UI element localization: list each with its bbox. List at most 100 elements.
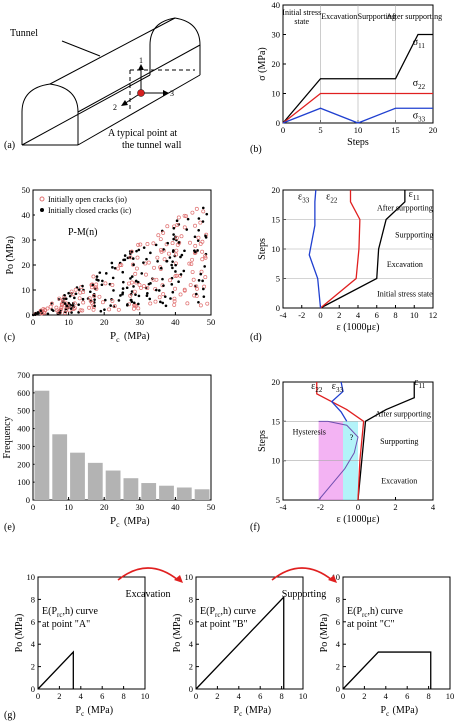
scatter-point-ic [136, 280, 140, 284]
scatter-point-ic [172, 226, 176, 230]
scatter-point-ic [161, 277, 164, 281]
scatter-point-io [137, 282, 142, 287]
y-tick-label: 5 [276, 274, 280, 284]
point-label-line2: the tunnel wall [122, 140, 182, 151]
scatter-point-io [92, 293, 96, 298]
scatter-point-io [89, 300, 94, 305]
x-tick-label: 40 [171, 317, 180, 327]
scatter-point-io [145, 241, 150, 246]
y-tick-label: 8 [189, 594, 193, 604]
x-tick-label: 6 [258, 691, 262, 701]
scatter-point-ic [69, 307, 73, 310]
scatter-point-ic [137, 302, 140, 306]
y-tick-label: 2 [189, 662, 193, 672]
y-tick-label: 10 [22, 285, 31, 295]
scatter-point-io [196, 235, 201, 240]
series-label-s33: σ33 [413, 111, 426, 124]
scatter-point-io [173, 274, 178, 279]
tunnel-label: Tunnel [10, 28, 38, 39]
y-tick-label: 500 [17, 406, 30, 416]
y-tick-label: 15 [272, 416, 281, 426]
scatter-point-io [57, 296, 62, 301]
scatter-point-io [72, 301, 77, 306]
scatter-point-ic [113, 266, 117, 270]
scatter-point-io [116, 307, 121, 312]
scatter-point-ic [103, 308, 106, 311]
x-tick-label: 0 [194, 691, 198, 701]
scatter-point-io [172, 302, 177, 307]
curve-point-label: at point "B" [200, 619, 248, 630]
scatter-point-io [200, 249, 205, 254]
curve-point-label: at point "C" [347, 619, 395, 630]
series-line-σ11 [282, 33, 433, 124]
y-tick-label: 15 [272, 215, 281, 225]
y-axis-label: σ (MPa) [257, 47, 268, 80]
scatter-point-io [112, 304, 117, 309]
curve-label: E(Prc,h) curve [347, 606, 404, 619]
scatter-point-ic [95, 275, 99, 278]
x-tick-label: 10 [64, 502, 73, 512]
x-tick-label: 50 [207, 317, 216, 327]
curve-line [195, 595, 285, 690]
scatter-point-ic [132, 263, 135, 266]
y-tick-label: 100 [17, 477, 30, 487]
x-tick-label: 6 [100, 691, 104, 701]
scatter-point-io [192, 293, 197, 298]
scatter-point-ic [156, 260, 159, 263]
x-tick-label: -4 [279, 310, 287, 320]
scatter-point-ic [194, 250, 197, 254]
scatter-point-ic [157, 289, 161, 292]
scatter-point-io [73, 287, 78, 292]
scatter-point-ic [174, 270, 177, 273]
panel-label-c: (c) [4, 332, 15, 343]
scatter-point-ic [201, 279, 204, 283]
x-axis-label: Steps [347, 137, 369, 148]
scatter-point-io [81, 300, 86, 305]
scatter-point-ic [148, 297, 152, 301]
histogram-bar [105, 470, 121, 500]
x-tick-label: -4 [279, 502, 287, 512]
scatter-point-ic [186, 217, 190, 221]
scatter-point-io [161, 230, 166, 235]
series-line-hysteresis [318, 420, 359, 501]
scatter-point-io [194, 284, 199, 289]
scatter-point-io [203, 275, 208, 280]
y-tick-label: 700 [17, 370, 30, 380]
y-tick-label: 40 [22, 210, 31, 220]
scatter-point-ic [65, 304, 69, 308]
scatter-point-io [91, 274, 96, 279]
y-tick-label: 10 [272, 244, 281, 254]
y-tick-label: 30 [22, 235, 31, 245]
scatter-point-io [69, 289, 74, 294]
curve-line [342, 651, 432, 690]
scatter-point-io [190, 210, 195, 215]
scatter-point-ic [112, 289, 115, 292]
scatter-point-ic [162, 284, 165, 287]
x-axis-label: Pc [76, 705, 85, 718]
scatter-point-io [145, 285, 150, 290]
scatter-point-ic [132, 285, 135, 288]
scatter-point-io [202, 284, 207, 289]
histogram-bar [87, 462, 103, 500]
scatter-point-ic [63, 302, 67, 305]
scatter-point-ic [204, 234, 207, 238]
scatter-point-ic [67, 291, 70, 295]
series-label-s11: σ11 [413, 37, 426, 50]
scatter-point-ic [179, 273, 183, 276]
scatter-point-ic [161, 301, 165, 305]
x-tick-label: 20 [100, 502, 109, 512]
panel-label-d: (d) [250, 332, 262, 343]
scatter-point-ic [171, 266, 174, 270]
y-axis-label: Po (MPa) [5, 236, 16, 275]
scatter-point-ic [121, 287, 125, 290]
x-tick-label: 8 [279, 691, 283, 701]
scatter-point-io [175, 222, 180, 227]
scatter-point-ic [135, 249, 138, 253]
x-tick-label: 0 [36, 691, 40, 701]
x-axis-unit: (MPa) [246, 705, 272, 716]
scatter-point-io [77, 296, 82, 301]
x-tick-label: 10 [354, 125, 363, 135]
scatter-point-io [191, 277, 196, 282]
x-tick-label: 12 [429, 310, 438, 320]
